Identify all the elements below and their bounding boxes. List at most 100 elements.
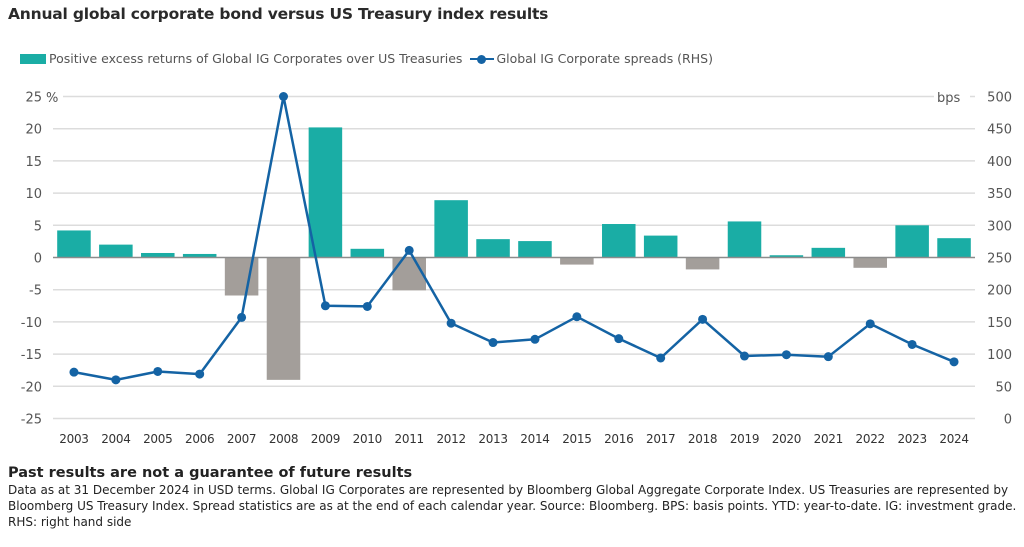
spread-point-2008 — [279, 92, 288, 101]
spread-point-2003 — [69, 367, 79, 377]
y-left-tick-label: 25 — [25, 91, 42, 106]
bar-2015 — [560, 257, 594, 265]
spread-point-2019 — [740, 351, 749, 361]
line-series — [69, 92, 959, 385]
y-left-unit-bg — [43, 87, 63, 106]
x-tick-label: 2021 — [814, 432, 843, 446]
x-tick-label: 2007 — [227, 432, 256, 446]
spread-point-2015 — [572, 312, 582, 322]
x-tick-label: 2004 — [101, 432, 130, 446]
y-left-tick-label: 20 — [25, 123, 42, 138]
x-tick-label: 2022 — [856, 432, 885, 446]
y-left-tick-label: -10 — [21, 316, 42, 331]
bar-2006 — [182, 253, 217, 258]
spread-point-2017 — [656, 353, 666, 363]
spread-line — [73, 95, 955, 382]
bar-2008 — [266, 257, 301, 380]
x-tick-label: 2019 — [730, 432, 759, 446]
x-tick-label: 2017 — [646, 432, 675, 446]
x-tick-label: 2014 — [520, 432, 549, 446]
chart-legend: Positive excess returns of Global IG Cor… — [20, 51, 713, 66]
legend-item-spreads: Global IG Corporate spreads (RHS) — [462, 51, 713, 66]
x-tick-label: 2003 — [59, 432, 88, 446]
y-left-tick-label: 0 — [34, 252, 42, 267]
spread-point-2010 — [362, 301, 372, 311]
legend-label-excess-returns: Positive excess returns of Global IG Cor… — [49, 51, 463, 66]
spread-point-2023 — [907, 339, 917, 349]
spread-point-2018 — [698, 314, 708, 324]
spread-point-2012 — [446, 318, 456, 328]
bar-2010 — [350, 248, 385, 258]
bar-2022 — [853, 257, 887, 268]
bar-2004 — [99, 244, 133, 258]
y-left-tick-label: -15 — [21, 348, 42, 363]
y-right-tick-label: 400 — [987, 155, 1012, 170]
bar-2023 — [895, 225, 929, 258]
x-tick-label: 2023 — [897, 432, 926, 446]
bar-2003 — [57, 230, 91, 258]
x-tick-label: 2020 — [772, 432, 801, 446]
y-right-tick-label: 200 — [987, 284, 1012, 299]
footer: Past results are not a guarantee of futu… — [8, 465, 1018, 530]
x-tick-label: 2016 — [604, 432, 633, 446]
bar-2019 — [727, 221, 762, 258]
y-right-unit-bg — [934, 87, 970, 106]
y-right-tick-label: 0 — [1004, 413, 1012, 428]
spread-point-2009 — [320, 301, 330, 311]
bar-2013 — [476, 239, 510, 258]
spread-point-2014 — [530, 334, 540, 344]
y-left-tick-label: -20 — [21, 380, 42, 395]
bar-2011 — [392, 257, 426, 291]
x-tick-label: 2008 — [269, 432, 298, 446]
bar-2024 — [937, 238, 971, 258]
x-tick-label: 2018 — [688, 432, 717, 446]
x-tick-label: 2011 — [395, 432, 424, 446]
gridlines — [53, 95, 975, 420]
bar-2017 — [643, 235, 678, 258]
spread-point-2021 — [823, 352, 833, 362]
spread-point-2007 — [237, 312, 247, 322]
spread-point-2004 — [111, 375, 121, 385]
bar-2012 — [434, 200, 468, 258]
y-axis-left: 25 20 15 10 5 0 -5 -10 -15 -20 -25 — [21, 91, 42, 428]
y-right-tick-label: 500 — [987, 91, 1012, 106]
y-right-tick-label: 450 — [987, 123, 1012, 138]
bar-2020 — [769, 255, 804, 258]
spread-point-2022 — [865, 319, 875, 329]
axis-unit-labels: % bps — [43, 87, 970, 106]
x-axis: 2003 2004 2005 2006 2007 2008 2009 2010 2011 2012… — [59, 432, 969, 446]
spread-point-2020 — [781, 350, 791, 360]
spread-point-2024 — [949, 357, 959, 367]
y-right-unit-label: bps — [937, 91, 961, 106]
bar-2014 — [518, 241, 552, 258]
x-tick-label: 2009 — [311, 432, 340, 446]
x-tick-label: 2012 — [436, 432, 465, 446]
y-right-tick-label: 50 — [995, 380, 1012, 395]
y-right-tick-label: 250 — [987, 252, 1012, 267]
bar-2021 — [811, 247, 846, 258]
y-right-tick-label: 350 — [987, 187, 1012, 202]
y-left-tick-label: -25 — [21, 413, 42, 428]
y-left-tick-label: 10 — [25, 187, 42, 202]
bar-2005 — [141, 252, 175, 258]
spread-point-2005 — [153, 366, 163, 376]
bar-2007 — [224, 257, 259, 296]
chart-title: Annual global corporate bond versus US T… — [8, 5, 549, 23]
disclaimer: Past results are not a guarantee of futu… — [8, 465, 413, 481]
bar-2016 — [602, 224, 636, 258]
x-tick-label: 2015 — [562, 432, 591, 446]
y-left-unit-label: % — [46, 91, 58, 106]
x-tick-label: 2006 — [185, 432, 214, 446]
x-tick-label: 2013 — [478, 432, 507, 446]
spread-point-2013 — [488, 338, 498, 348]
x-tick-label: 2005 — [143, 432, 172, 446]
spread-point-2006 — [195, 369, 205, 379]
y-right-tick-label: 150 — [987, 316, 1012, 331]
bar-series — [57, 127, 971, 380]
legend-line-swatch — [470, 54, 495, 64]
x-tick-label: 2024 — [939, 432, 968, 446]
source-note: Data as at 31 December 2024 in USD terms… — [8, 483, 1017, 529]
legend-item-excess-returns: Positive excess returns of Global IG Cor… — [20, 51, 462, 66]
spread-point-2011 — [404, 245, 414, 255]
